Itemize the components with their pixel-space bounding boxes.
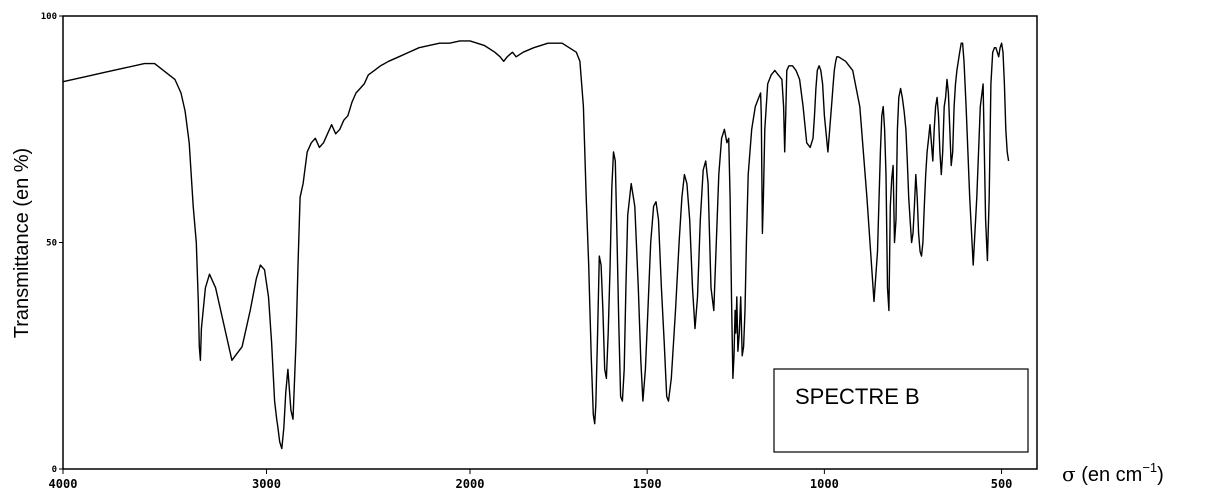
x-tick-label: 1500 bbox=[633, 477, 662, 491]
y-ticks: 0 50 100 bbox=[41, 12, 63, 475]
annotation-label: SPECTRE B bbox=[795, 384, 920, 409]
x-tick-label: 4000 bbox=[49, 477, 78, 491]
y-axis-label: Transmittance (en %) bbox=[11, 148, 33, 338]
x-axis-label-close: ) bbox=[1157, 464, 1164, 486]
x-axis-label-text: (en cm bbox=[1076, 464, 1143, 486]
sigma-symbol: σ bbox=[1062, 462, 1076, 486]
x-axis-label-sup: −1 bbox=[1142, 460, 1157, 475]
spectrum-annotation-box: SPECTRE B bbox=[773, 368, 1029, 453]
x-ticks: 4000 3000 2000 1500 1000 500 bbox=[49, 469, 1013, 491]
x-tick-label: 500 bbox=[991, 477, 1013, 491]
y-tick-label: 100 bbox=[41, 12, 57, 22]
y-tick-label: 50 bbox=[46, 239, 57, 249]
x-tick-label: 3000 bbox=[252, 477, 281, 491]
y-tick-label: 0 bbox=[52, 465, 57, 475]
x-tick-label: 1000 bbox=[810, 477, 839, 491]
x-tick-label: 2000 bbox=[456, 477, 485, 491]
transmittance-line bbox=[62, 40, 1010, 450]
annotation-frame bbox=[773, 368, 1029, 453]
x-axis-label: σ (en cm−1) bbox=[1062, 460, 1164, 486]
